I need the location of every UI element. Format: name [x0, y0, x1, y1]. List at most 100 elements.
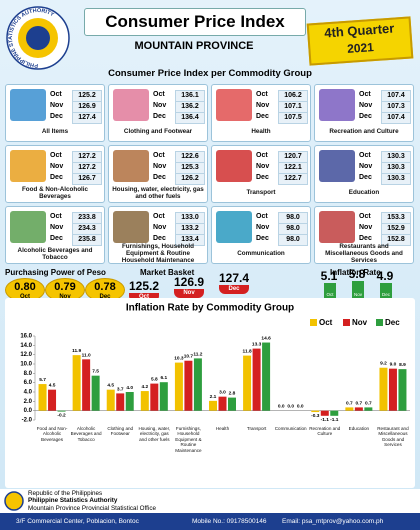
cpi-card: Oct 133.0 Nov 133.2 Dec 133.4 Furnishings, Hou… — [108, 206, 208, 264]
value-label: 13.3 — [252, 342, 262, 348]
bar — [209, 400, 217, 411]
card-row: Dec 126.2 — [153, 173, 205, 185]
card-row: Dec 107.4 — [359, 112, 411, 124]
bar — [150, 383, 159, 411]
card-label: Health — [251, 128, 271, 135]
card-icon — [319, 211, 355, 243]
mb-item: 125.2 Oct — [124, 280, 164, 302]
card-row: Nov 107.3 — [359, 101, 411, 113]
card-label: Food & Non-Alcoholic Beverages — [21, 185, 89, 200]
value-label: -0.3 — [311, 413, 320, 419]
cpi-value: 107.4 — [381, 112, 411, 124]
value-label: 4.5 — [107, 383, 114, 389]
month: Nov — [256, 163, 270, 170]
card-row: Nov 136.2 — [153, 101, 205, 113]
bar — [218, 396, 227, 411]
cpi-card: Oct 127.2 Nov 127.2 Dec 126.7 Food & Non-Alcoh… — [5, 145, 105, 203]
cpi-card: Oct 136.1 Nov 136.2 Dec 136.4 Clothing and Foo… — [108, 84, 208, 142]
x-tick-label: Housing, water, electricity, gas and oth… — [138, 426, 171, 442]
month: Oct — [256, 152, 268, 159]
cpi-card: Oct 233.8 Nov 234.3 Dec 235.8 Alcoholic Bevera… — [5, 206, 105, 264]
card-row: Nov 152.9 — [359, 223, 411, 235]
month: Dec — [153, 174, 166, 181]
card-label: Education — [348, 189, 380, 196]
card-row: Dec 152.8 — [359, 234, 411, 246]
card-row: Nov 126.9 — [50, 101, 102, 113]
bar — [72, 355, 81, 411]
card-row: Oct 107.4 — [359, 90, 411, 102]
month: Oct — [50, 213, 62, 220]
card-row: Oct 233.8 — [50, 212, 102, 224]
card-label: Furnishings, Household Equipment & Routi… — [121, 243, 195, 264]
value-label: -0.2 — [57, 413, 66, 419]
mb-item: 127.4 Dec — [214, 272, 254, 294]
value-label: 11.0 — [82, 352, 91, 358]
bar — [345, 407, 354, 411]
bar — [364, 407, 373, 411]
card-icon — [216, 150, 252, 182]
value-label: 9.2 — [380, 361, 387, 367]
x-tick-label: Food and Non-Alcoholic Beverages — [36, 426, 68, 442]
pp-value: 0.80 — [14, 281, 36, 293]
card-row: Nov 133.2 — [153, 223, 205, 235]
value-label: 8.9 — [399, 362, 406, 368]
card-row: Dec 107.5 — [256, 112, 308, 124]
card-row: Nov 234.3 — [50, 223, 102, 235]
value-label: 3.7 — [117, 386, 124, 392]
month: Nov — [256, 102, 270, 109]
bar — [388, 368, 397, 411]
footer-text: Republic of the Philippines Philippine S… — [28, 490, 156, 512]
x-tick-label: Furnishings, Household Equipment & Routi… — [175, 426, 202, 453]
mb-value: 125.2 — [128, 279, 160, 293]
value-label: 11.8 — [243, 349, 252, 355]
basket: Oct — [129, 293, 159, 302]
pp-value: 0.78 — [94, 281, 116, 293]
card-icon — [113, 150, 149, 182]
x-tick-label: Health — [215, 426, 230, 431]
value-label: 4.2 — [141, 384, 148, 390]
month: Oct — [19, 294, 30, 300]
contact-bar: 3/F Commercial Center, Poblacion, Bontoc… — [0, 513, 420, 530]
y-tick-label: 8.0 — [24, 371, 33, 377]
mb-item: 126.9 Nov — [169, 276, 209, 298]
card-icon — [113, 89, 149, 121]
month: Dec — [50, 113, 63, 120]
value-label: 11.9 — [72, 348, 81, 354]
month: Nov — [359, 102, 373, 109]
cpi-value: 127.4 — [72, 112, 102, 124]
x-tick-label: Alcoholic Beverages and Tobacco — [70, 426, 102, 442]
card-row: Nov 127.2 — [50, 162, 102, 174]
card-label: Housing, water, electricity, gas and oth… — [112, 185, 204, 200]
value-label: -1.1 — [321, 417, 330, 423]
month: Nov — [153, 163, 167, 170]
value-label: 4.5 — [49, 383, 56, 389]
y-tick-label: 6.0 — [24, 380, 33, 386]
bar — [379, 367, 388, 411]
card-row: Oct 120.7 — [256, 151, 308, 163]
ir-arrow: Nov — [352, 280, 364, 298]
legend-label: Dec — [385, 318, 400, 327]
value-label: 0.7 — [365, 400, 372, 406]
month: Nov — [50, 163, 64, 170]
month: Nov — [359, 224, 373, 231]
inflation-rate: Inflation Rate 5.1 Oct 5.8 Nov 4.9 Dec — [321, 267, 418, 298]
bar — [159, 382, 168, 411]
bar — [243, 355, 252, 411]
pp-value: 0.79 — [54, 281, 76, 293]
value-label: 4.0 — [126, 385, 133, 391]
cpi-value: 235.8 — [72, 234, 102, 246]
basket: Dec — [219, 285, 249, 294]
month: Dec — [99, 294, 111, 300]
cpi-card: Oct 125.2 Nov 126.9 Dec 127.4 All Items — [5, 84, 105, 142]
month: Oct — [326, 291, 334, 297]
y-tick-label: 0.0 — [24, 408, 33, 414]
cpi-value: 152.8 — [381, 234, 411, 246]
ir-arrow: Dec — [380, 283, 392, 298]
card-row: Oct 106.2 — [256, 90, 308, 102]
month: Oct — [256, 91, 268, 98]
y-tick-label: 10.0 — [20, 362, 32, 368]
cpi-value: 126.7 — [72, 173, 102, 185]
value-label: 2.1 — [210, 394, 217, 400]
mb-value: 127.4 — [218, 271, 250, 285]
